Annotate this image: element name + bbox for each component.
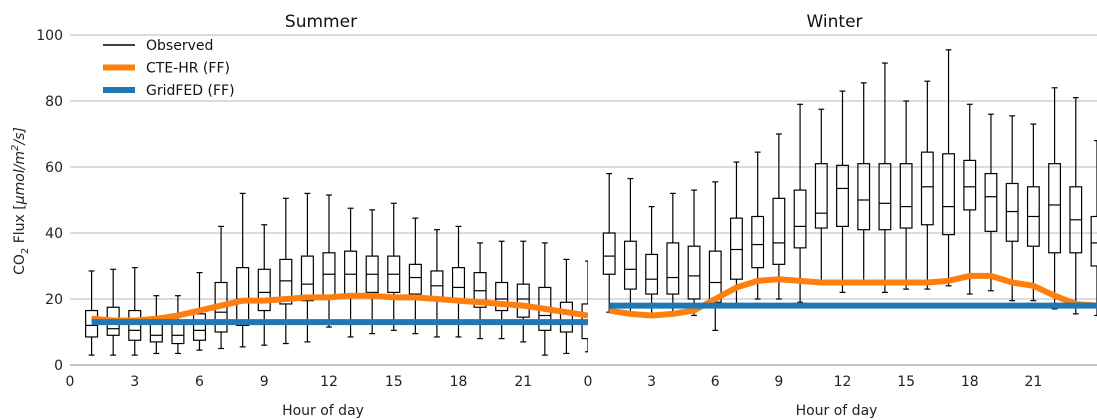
series-line-cte-hr-ff	[608, 272, 1097, 319]
box-hour-6	[192, 272, 207, 351]
box-hour-7	[214, 225, 228, 350]
x-tick-label: 18	[961, 374, 979, 390]
box-hour-17	[942, 49, 955, 287]
panel-summer: 0 20 40 60 80 100 0 3 6 9 12 15 18 21 Summer Hour of da…	[36, 12, 588, 419]
x-tick-label: 15	[385, 374, 403, 390]
y-tick-label: 60	[45, 160, 63, 176]
box-hour-24	[1090, 140, 1097, 317]
x-tick-label: 15	[897, 374, 915, 390]
box-hour-16	[408, 217, 422, 335]
box-hour-12	[322, 194, 336, 328]
box-hour-4	[666, 192, 680, 317]
box-hour-5	[687, 189, 701, 317]
box-hour-18	[963, 103, 977, 295]
x-tick-label: 18	[450, 374, 468, 390]
box-hour-19	[984, 113, 998, 292]
y-tick-label: 0	[54, 358, 63, 374]
box-hour-2	[106, 268, 120, 356]
x-tick-label: 21	[514, 374, 532, 390]
svg-text:CTE-HR (FF): CTE-HR (FF)	[146, 61, 230, 77]
box-hour-7	[730, 161, 743, 305]
panel-winter: 0 3 6 9 12 15 18 21 Winter Hour of day	[584, 12, 1097, 419]
y-tick-label: 20	[45, 292, 63, 308]
panel-title: Summer	[285, 12, 357, 32]
x-tick-label: 12	[834, 374, 852, 390]
legend: Observed CTE-HR (FF) GridFED (FF)	[103, 38, 235, 99]
x-tick-label: 3	[647, 374, 656, 390]
box-hour-16	[920, 80, 934, 290]
box-hour-3	[645, 206, 659, 318]
box-hour-1	[602, 173, 616, 313]
box-hour-13	[344, 207, 358, 338]
x-tick-label: 12	[320, 374, 338, 390]
x-axis-label: Hour of day	[796, 403, 878, 419]
box-hour-8	[751, 151, 765, 300]
x-tick-label: 6	[711, 374, 720, 390]
legend-entry: Observed	[103, 38, 213, 54]
box-hour-13	[857, 82, 871, 285]
box-hour-22	[1048, 87, 1062, 310]
x-tick-label: 0	[584, 374, 593, 390]
series-line-cte-hr-ff	[91, 292, 588, 324]
x-tick-label: 0	[66, 374, 75, 390]
x-axis-label: Hour of day	[282, 403, 364, 419]
box-hour-14	[878, 62, 892, 293]
x-tick-label: 6	[195, 374, 204, 390]
box-hour-9	[772, 133, 786, 300]
legend-entry: CTE-HR (FF)	[103, 61, 230, 77]
box-hour-21	[516, 240, 530, 343]
box-hour-10	[793, 103, 807, 303]
svg-text:Observed: Observed	[146, 38, 213, 54]
y-tick-label: 40	[45, 226, 63, 242]
box-hour-9	[257, 224, 271, 346]
box-hour-20	[1005, 115, 1019, 302]
box-hour-11	[814, 108, 828, 284]
box-hour-23	[1069, 97, 1083, 315]
x-tick-label: 21	[1024, 374, 1042, 390]
y-tick-label: 100	[36, 28, 63, 44]
box-hour-23	[559, 258, 573, 355]
y-axis-label: CO2 Flux [μmol/m2/s]	[10, 127, 31, 275]
x-tick-label: 3	[130, 374, 139, 390]
box-hour-19	[473, 242, 487, 340]
box-hour-2	[623, 177, 637, 317]
box-hour-1	[85, 270, 99, 356]
y-tick-label: 80	[45, 94, 63, 110]
box-hour-15	[387, 202, 401, 331]
box-hour-21	[1026, 123, 1040, 302]
panel-title: Winter	[806, 12, 862, 32]
x-tick-label: 9	[260, 374, 269, 390]
legend-entry: GridFED (FF)	[103, 83, 235, 99]
box-hour-22	[538, 242, 552, 356]
box-hour-12	[836, 90, 849, 293]
box-hour-3	[128, 267, 142, 356]
box-hour-15	[899, 100, 913, 290]
box-hour-24	[581, 260, 588, 353]
box-hour-8	[236, 192, 250, 348]
x-tick-label: 9	[774, 374, 783, 390]
box-hour-14	[365, 209, 379, 335]
svg-text:GridFED (FF): GridFED (FF)	[146, 83, 235, 99]
